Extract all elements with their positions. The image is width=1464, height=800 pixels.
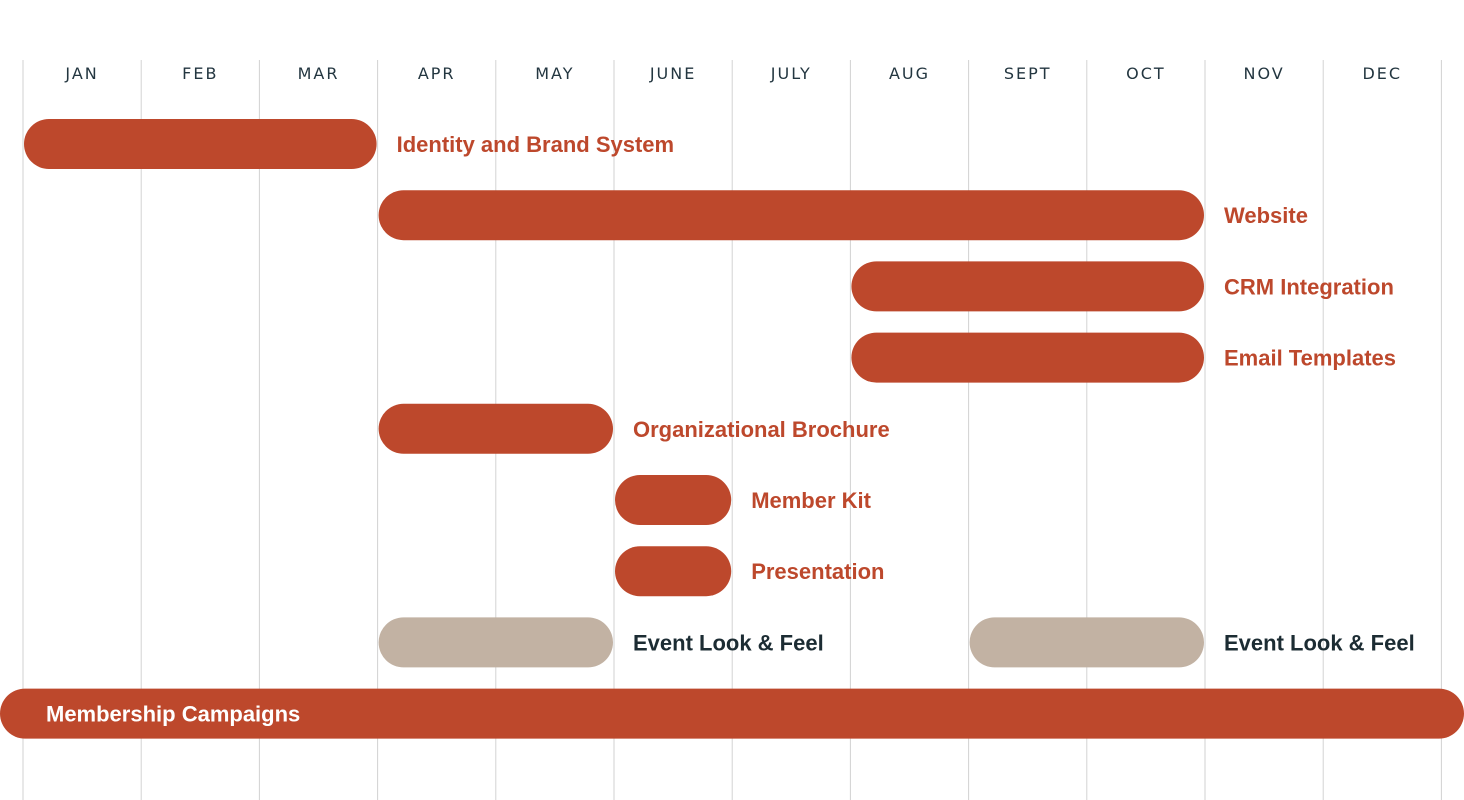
task-bar: [851, 261, 1204, 312]
month-label: FEB: [182, 64, 218, 83]
task-bar: [615, 475, 732, 525]
task-bars: Identity and Brand System Website CRM Inte…: [0, 119, 1464, 739]
month-label: DEC: [1362, 64, 1402, 83]
task-label: Event Look & Feel: [633, 630, 824, 655]
month-label: MAR: [298, 64, 340, 83]
task-label: Presentation: [751, 559, 884, 584]
task-bar: [378, 190, 1205, 241]
month-axis: JAN FEB MAR APR MAY JUNE JULY AUG SEPT OCT NOV DEC: [64, 64, 1402, 83]
month-label: JULY: [770, 64, 812, 83]
task-label: Website: [1224, 203, 1308, 228]
task-label: CRM Integration: [1224, 274, 1394, 299]
month-label: JUNE: [649, 64, 697, 83]
month-label: NOV: [1243, 64, 1284, 83]
task-bar: [851, 332, 1204, 383]
month-label: SEPT: [1004, 64, 1052, 83]
task-bar: [0, 688, 1464, 739]
month-label: OCT: [1126, 64, 1166, 83]
task-label: Organizational Brochure: [633, 417, 890, 442]
month-label: AUG: [889, 64, 930, 83]
task-label: Event Look & Feel: [1224, 630, 1415, 655]
task-bar: [969, 617, 1204, 668]
month-label: JAN: [64, 64, 98, 83]
task-label: Member Kit: [751, 488, 871, 513]
task-bar: [24, 119, 377, 169]
task-bar: [378, 617, 613, 668]
month-label: MAY: [535, 64, 574, 83]
task-label: Email Templates: [1224, 346, 1396, 371]
month-label: APR: [418, 64, 456, 83]
task-label: Identity and Brand System: [397, 132, 675, 157]
task-bar: [615, 546, 732, 597]
task-label: Membership Campaigns: [46, 702, 300, 727]
task-bar: [378, 403, 613, 454]
